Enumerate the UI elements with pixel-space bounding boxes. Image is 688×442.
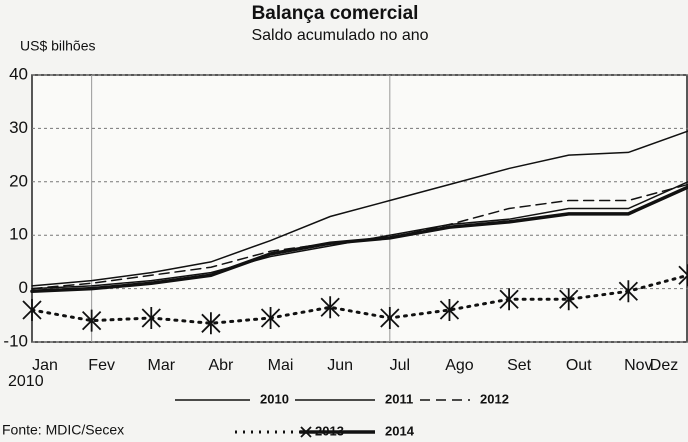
x-tick-label: Jul (390, 357, 410, 374)
chart-title: Balança comercial (252, 3, 419, 24)
marker (22, 298, 42, 321)
legend-label: 2011 (385, 391, 413, 406)
marker (678, 264, 688, 287)
x-tick-label: Dez (650, 357, 678, 374)
marker (141, 306, 161, 329)
marker (320, 296, 340, 319)
y-tick-label: 30 (9, 118, 28, 137)
marker (201, 312, 221, 335)
x-tick-label: Mar (147, 357, 175, 374)
marker (380, 306, 400, 329)
marker (499, 288, 519, 311)
chart-subtitle: Saldo acumulado no ano (251, 27, 428, 44)
x-tick-label: Jan (32, 357, 58, 374)
x-tick-label: Nov (624, 357, 652, 374)
y-tick-label: 0 (19, 278, 28, 297)
marker (260, 306, 281, 329)
marker (559, 288, 579, 311)
marker (618, 280, 639, 303)
y-tick-label: 20 (9, 171, 28, 190)
y-tick-label: -10 (3, 331, 28, 350)
legend-label: 2012 (480, 391, 509, 406)
year-label: 2010 (8, 373, 44, 390)
x-tick-label: Set (507, 357, 532, 374)
marker (439, 298, 460, 321)
x-tick-label: Fev (88, 357, 115, 374)
source: Fonte: MDIC/Secex (2, 422, 124, 438)
series-line (31, 130, 688, 287)
x-tick-label: Out (566, 357, 592, 374)
x-tick-label: Ago (445, 357, 474, 374)
x-tick-label: Jun (327, 357, 353, 374)
x-tick-label: Mai (268, 357, 294, 374)
y-tick-label: 40 (9, 64, 28, 83)
series-line (30, 185, 688, 294)
legend-label: 2014 (385, 423, 415, 438)
marker (81, 309, 102, 332)
y-axis-label: US$ bilhões (20, 38, 96, 54)
y-tick-label: 10 (9, 225, 28, 244)
series-line (30, 273, 688, 325)
legend-label: 2010 (260, 391, 289, 406)
x-tick-label: Abr (208, 357, 234, 374)
